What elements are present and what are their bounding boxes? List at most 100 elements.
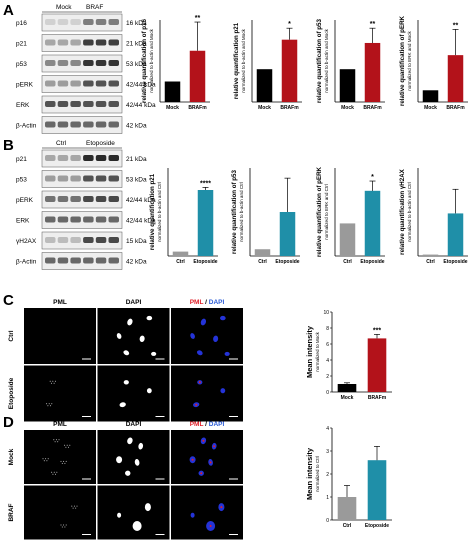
pml-speckle: [52, 473, 54, 475]
x-tick-label: Mock: [341, 395, 354, 401]
dapi-nucleus: [117, 512, 122, 518]
blot-panel-b: Ctrl Etoposide p21 21 kDa p53 53 kDa pERK 42/44…: [16, 140, 156, 270]
panel-letter-d: D: [3, 414, 14, 431]
y-axis-label: relative quantification of pERK: [399, 15, 406, 106]
blot-strip: [41, 149, 123, 168]
blot-band: [83, 39, 94, 46]
pml-speckle: [64, 444, 66, 446]
x-tick-label: Ctrl: [426, 259, 435, 265]
pml-speckle: [64, 526, 66, 528]
blot-band: [70, 19, 81, 25]
chart-a4: relative quantification of pERK normalize…: [399, 15, 468, 111]
pml-focus: [195, 403, 198, 406]
microscopy-panel-d: PML DAPI PML / DAPI Mock BRAF: [8, 421, 243, 540]
pml-speckle: [63, 460, 65, 462]
blot-band: [108, 19, 119, 25]
blot-band: [57, 39, 69, 46]
bar-mock: [164, 81, 181, 102]
blot-row-label: ERK: [16, 102, 30, 109]
blot-band: [45, 80, 56, 87]
micrograph: [24, 365, 96, 422]
x-tick-label: Mock: [341, 105, 354, 111]
blot-band: [108, 80, 119, 87]
blot-band: [57, 257, 69, 264]
blot-band: [95, 216, 107, 223]
blot-kda-label: 42/44 kDa: [126, 82, 156, 89]
x-tick-label: BRAFm: [280, 105, 299, 111]
y-tick-label: 6: [326, 342, 329, 348]
blot-band: [108, 155, 119, 161]
chart-d: 0 1 2 3 4 Mean intensity normalized to Ctrl Ctr…: [305, 426, 392, 529]
blot-band: [108, 216, 119, 223]
x-tick-label: Mock: [166, 105, 179, 111]
pml-speckle: [55, 439, 57, 441]
blot-band: [108, 257, 119, 264]
pml-speckle: [73, 505, 75, 507]
dapi-nucleus: [116, 333, 122, 339]
blot-band: [108, 175, 119, 182]
bar-etoposide: [367, 460, 387, 520]
bar-ctrl: [422, 254, 439, 256]
blot-band: [45, 60, 56, 66]
blot-strip: [41, 211, 123, 229]
blot-kda-label: 15 kDa: [126, 238, 147, 245]
pml-speckle: [56, 471, 58, 473]
blot-row-label: p53: [16, 61, 27, 68]
merge-nucleus: [220, 388, 226, 394]
blot-band: [95, 60, 107, 66]
panel-letter-b: B: [3, 137, 14, 154]
blot-strip: [41, 231, 123, 250]
y-tick-label: 0: [326, 390, 329, 396]
blot-band: [108, 60, 119, 66]
blot-lane-label: Ctrl: [56, 140, 67, 147]
y-axis-label: Mean intensity: [305, 325, 314, 378]
blot-band: [95, 39, 107, 46]
significance-marker: *: [288, 21, 291, 28]
pml-speckle: [61, 462, 63, 464]
x-tick-label: Ctrl: [258, 259, 267, 265]
y-axis-sublabel: normalized to b-actin and Ctrl: [157, 182, 162, 242]
blot-lane-label: Etoposide: [86, 140, 115, 147]
blot-row-label: pERK: [16, 82, 34, 89]
y-axis-sublabel: normalized to Ctrl: [315, 456, 320, 492]
chart-c: 0 2 4 6 8 10 Mean intensity normalized to Mock M…: [305, 310, 392, 401]
significance-marker: ****: [200, 180, 211, 187]
pml-speckle: [52, 380, 54, 382]
bar-mock: [422, 90, 439, 102]
dapi-nucleus: [139, 335, 145, 342]
micrograph: [171, 365, 243, 422]
pml-speckle: [51, 382, 52, 384]
y-tick-label: 8: [326, 326, 329, 332]
blot-band: [70, 175, 81, 182]
blot-lane-label: BRAF: [86, 4, 103, 11]
blot-band: [83, 101, 94, 107]
chart-b1: relative quantification p21 normalized to…: [149, 168, 218, 265]
merge-nucleus: [200, 318, 207, 326]
pml-speckle: [60, 460, 62, 462]
pml-speckle: [45, 458, 47, 460]
blot-band: [45, 175, 56, 182]
pml-speckle: [69, 444, 71, 446]
pml-speckle: [63, 524, 65, 526]
dapi-nucleus: [127, 437, 133, 445]
x-tick-label: Ctrl: [176, 259, 185, 265]
micrograph: [171, 430, 243, 484]
y-axis-sublabel: normalized to b-actin and Mock: [241, 28, 246, 93]
blot-band: [95, 237, 107, 243]
bar-ctrl: [172, 251, 189, 256]
dapi-nucleus: [144, 503, 151, 512]
microscopy-panel-c: PML DAPI PML / DAPI Ctrl Etoposide: [8, 299, 243, 422]
pml-speckle: [46, 403, 48, 405]
significance-marker: ***: [373, 327, 381, 334]
blot-band: [57, 196, 69, 202]
blot-band: [83, 216, 94, 223]
pml-speckle: [54, 380, 56, 382]
x-tick-label: Mock: [258, 105, 271, 111]
significance-marker: **: [370, 21, 376, 28]
chart-a3: relative quantification of p53 normalized…: [316, 19, 385, 111]
pml-speckle: [75, 507, 77, 509]
dapi-nucleus: [119, 402, 126, 408]
micrograph: [97, 485, 170, 540]
blot-band: [83, 196, 94, 202]
